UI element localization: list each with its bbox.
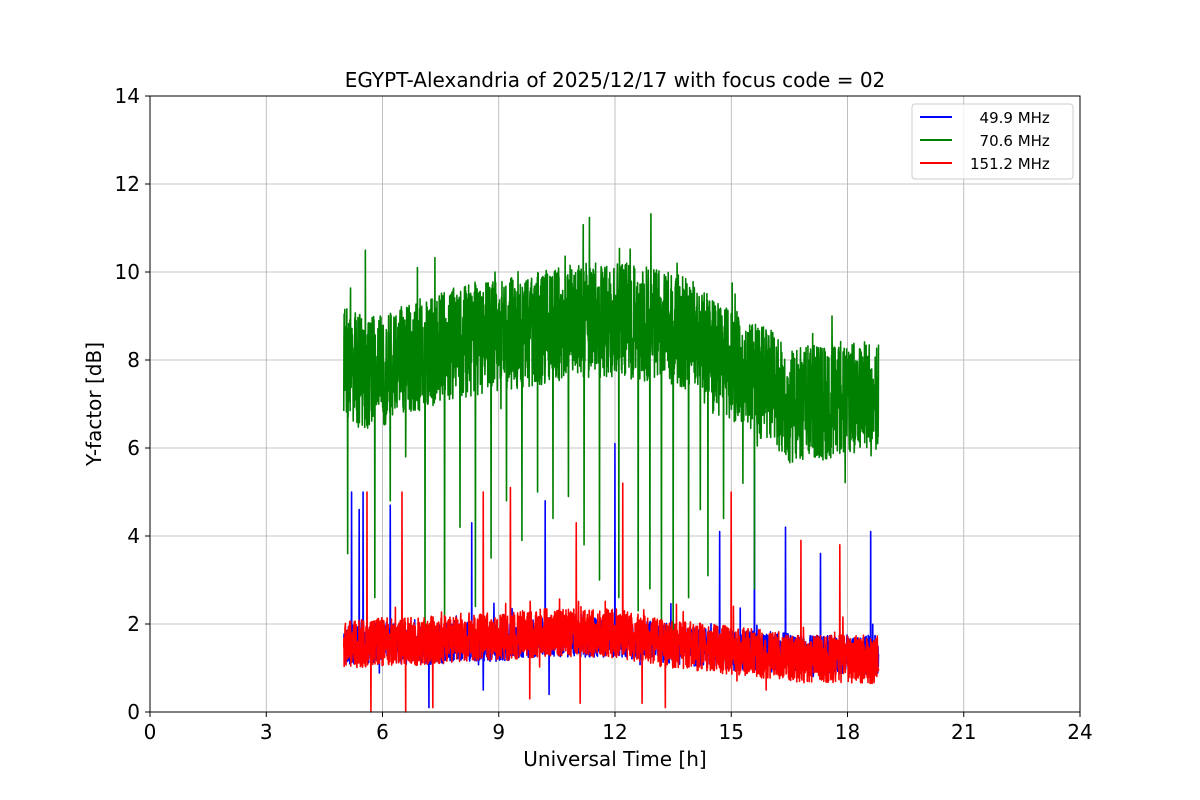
y-tick-label: 14 [115,84,140,108]
y-tick-label: 12 [115,172,140,196]
x-tick-label: 18 [835,720,860,744]
x-tick-label: 15 [719,720,744,744]
legend: 49.9 MHz 70.6 MHz 151.2 MHz [911,103,1074,180]
x-tick-label: 12 [602,720,627,744]
y-tick-label: 2 [127,612,140,636]
x-tick-label: 3 [260,720,273,744]
series-layer [342,212,880,713]
y-tick-label: 8 [127,348,140,372]
y-tick-label: 10 [115,260,140,284]
series-line-2 [342,482,880,713]
legend-label-151-2: 151.2 MHz [970,155,1050,173]
x-tick-label: 24 [1067,720,1092,744]
x-axis-label: Universal Time [h] [523,747,706,771]
legend-label-70-6: 70.6 MHz [970,132,1050,150]
y-tick-label: 0 [127,700,140,724]
chart-title: EGYPT-Alexandria of 2025/12/17 with focu… [345,68,886,92]
legend-box [911,103,1074,180]
legend-label-49-9: 49.9 MHz [970,109,1050,127]
x-tick-label: 21 [951,720,976,744]
y-tick-label: 4 [127,524,140,548]
series-line-1 [342,212,880,643]
x-tick-label: 0 [144,720,157,744]
x-tick-label: 6 [376,720,389,744]
x-tick-label: 9 [492,720,505,744]
y-tick-label: 6 [127,436,140,460]
y-axis-label: Y-factor [dB] [82,342,106,467]
